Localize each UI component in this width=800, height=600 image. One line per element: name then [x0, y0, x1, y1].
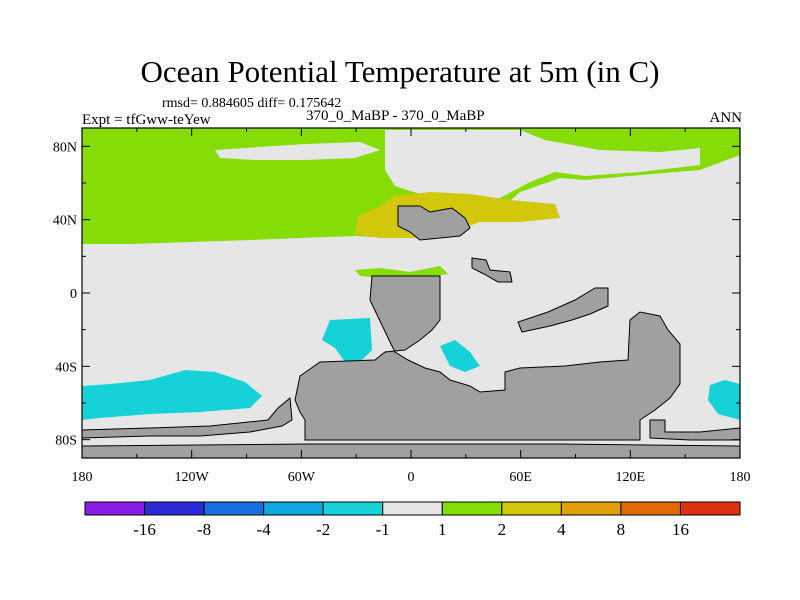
- season-label: ANN: [709, 110, 743, 126]
- chart-title: Ocean Potential Temperature at 5m (in C): [140, 54, 660, 89]
- colorbar-label: -16: [133, 520, 156, 539]
- colorbar-swatch: [144, 501, 205, 516]
- x-tick-label: 60W: [288, 470, 316, 485]
- land-mask-pacific-islands: [649, 419, 740, 441]
- y-tick-label: 0: [70, 287, 77, 302]
- colorbar-swatch: [679, 501, 741, 516]
- experiment-label: Expt = tfGww-teYew: [82, 112, 211, 128]
- equator-green-patch: [355, 266, 448, 278]
- colorbar-swatch: [441, 501, 503, 516]
- land-mask-islands: [471, 257, 513, 283]
- x-tick-label: 120E: [616, 470, 646, 485]
- land-mask-eurasia: [397, 205, 471, 241]
- colorbar-label: 8: [617, 520, 626, 539]
- colorbar-label: 4: [557, 520, 566, 539]
- x-tick-label: 60E: [509, 470, 532, 485]
- colorbar-label: 16: [672, 520, 689, 539]
- colorbar-label: 2: [498, 520, 507, 539]
- north-gray-patch-1: [215, 142, 380, 160]
- colorbar-label: -2: [316, 520, 330, 539]
- land-mask-west-south: [82, 397, 293, 439]
- map-field: [82, 128, 740, 458]
- indian-cyan-patch: [440, 340, 480, 372]
- land-mask-east-strip: [517, 287, 609, 333]
- y-tick-label: 40N: [53, 214, 77, 229]
- colorbar-swatch: [620, 501, 681, 516]
- colorbar-swatch: [263, 501, 324, 516]
- atlantic-cyan-patch: [322, 318, 372, 362]
- stats-label: rmsd= 0.884605 diff= 0.175642: [162, 96, 342, 111]
- y-tick-label: 80S: [55, 434, 77, 449]
- x-tick-label: 0: [408, 470, 415, 485]
- colorbar: -16 -8 -4 -2 -1 1 2 4 8 16: [84, 501, 741, 539]
- x-tick-label: 180: [730, 470, 751, 485]
- x-tick-label: 180: [72, 470, 93, 485]
- colorbar-label: -4: [257, 520, 272, 539]
- colorbar-label: 1: [438, 520, 447, 539]
- x-tick-label: 120W: [175, 470, 210, 485]
- colorbar-swatch: [84, 501, 146, 516]
- land-mask-gondwana: [294, 275, 681, 441]
- y-tick-label: 80N: [53, 140, 77, 155]
- north-gray-patch-2: [385, 130, 700, 198]
- south-cyan-band: [82, 370, 262, 420]
- case-label: 370_0_MaBP - 370_0_MaBP: [306, 108, 485, 124]
- colorbar-swatch: [501, 501, 562, 516]
- pacific-cyan-patch: [708, 380, 740, 420]
- y-tick-label: 40S: [55, 360, 77, 375]
- colorbar-swatch: [322, 501, 384, 516]
- colorbar-swatch: [203, 501, 265, 516]
- colorbar-label: -8: [197, 520, 211, 539]
- colorbar-swatch: [560, 501, 622, 516]
- axes: 180 120W 60W 0 60E 120E 180 80N 40N 0 40S 80S: [53, 128, 751, 485]
- colorbar-label: -1: [376, 520, 390, 539]
- colorbar-swatch: [382, 501, 443, 516]
